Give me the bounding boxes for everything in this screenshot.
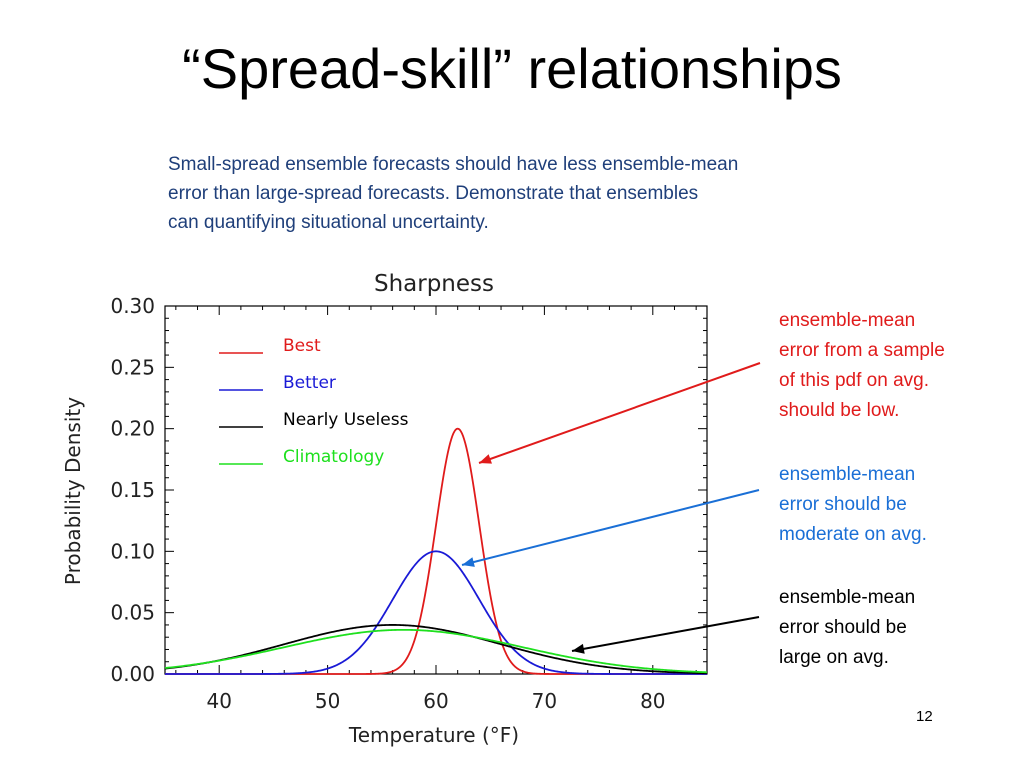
y-tick-label: 0.20 [110,417,155,441]
annotation-line: ensemble-mean [779,587,916,608]
chart-title: Sharpness [374,271,494,297]
legend-label: Best [283,336,321,356]
annotation-line: should be low. [779,400,900,421]
series-line-nearly-useless [164,624,708,675]
y-tick-label: 0.15 [110,478,155,502]
annotation-line: ensemble-mean [779,464,916,485]
annotation-useless: ensemble-mean error should be large on a… [779,583,915,673]
arrow-best [478,362,761,464]
x-tick-label: 80 [640,689,665,713]
plot-area: 40 50 60 70 80 0.00 0.05 0.10 0.15 0.20 0.25 0.30 Be… [110,294,708,713]
y-axis-label: Probability Density [61,397,85,585]
y-tick-label: 0.25 [110,355,155,379]
x-tick-label: 70 [532,689,557,713]
legend-label: Nearly Useless [283,410,409,430]
page-number: 12 [916,708,933,725]
x-tick-label: 40 [206,689,231,713]
plot-frame [164,305,708,675]
series-line-better [165,550,707,675]
legend-label: Better [283,373,336,393]
subtitle-line: can quantifying situational uncertainty. [168,212,489,233]
x-axis-label: Temperature (°F) [348,723,519,747]
arrow-best-head [479,454,492,464]
subtitle: Small-spread ensemble forecasts should h… [168,150,888,237]
arrow-better-head [462,557,475,567]
subtitle-line: error than large-spread forecasts. Demon… [168,183,699,204]
annotation-arrows [461,362,761,654]
arrow-useless [571,616,760,652]
arrow-useless-head [572,643,585,654]
arrow-better [461,489,760,566]
y-tick-label: 0.00 [110,662,155,686]
y-tick-label: 0.05 [110,601,155,625]
y-tick-label: 0.10 [110,539,155,563]
slide-title: “Spread-skill” relationships [182,37,842,100]
x-tick-label: 60 [423,689,448,713]
subtitle-line: Small-spread ensemble forecasts should h… [168,154,739,175]
annotation-best: ensemble-mean error from a sample of thi… [779,306,945,426]
y-tick-label: 0.30 [110,294,155,318]
annotation-better: ensemble-mean error should be moderate o… [779,460,927,550]
series-line-climatology [164,628,708,674]
annotation-line: moderate on avg. [779,524,927,545]
annotation-line: large on avg. [779,647,889,668]
annotation-line: ensemble-mean [779,310,916,331]
annotation-line: of this pdf on avg. [779,370,929,391]
annotation-line: error from a sample [779,340,945,361]
x-tick-label: 50 [315,689,340,713]
legend-label: Climatology [283,447,384,467]
annotation-line: error should be [779,494,907,515]
annotation-line: error should be [779,617,907,638]
